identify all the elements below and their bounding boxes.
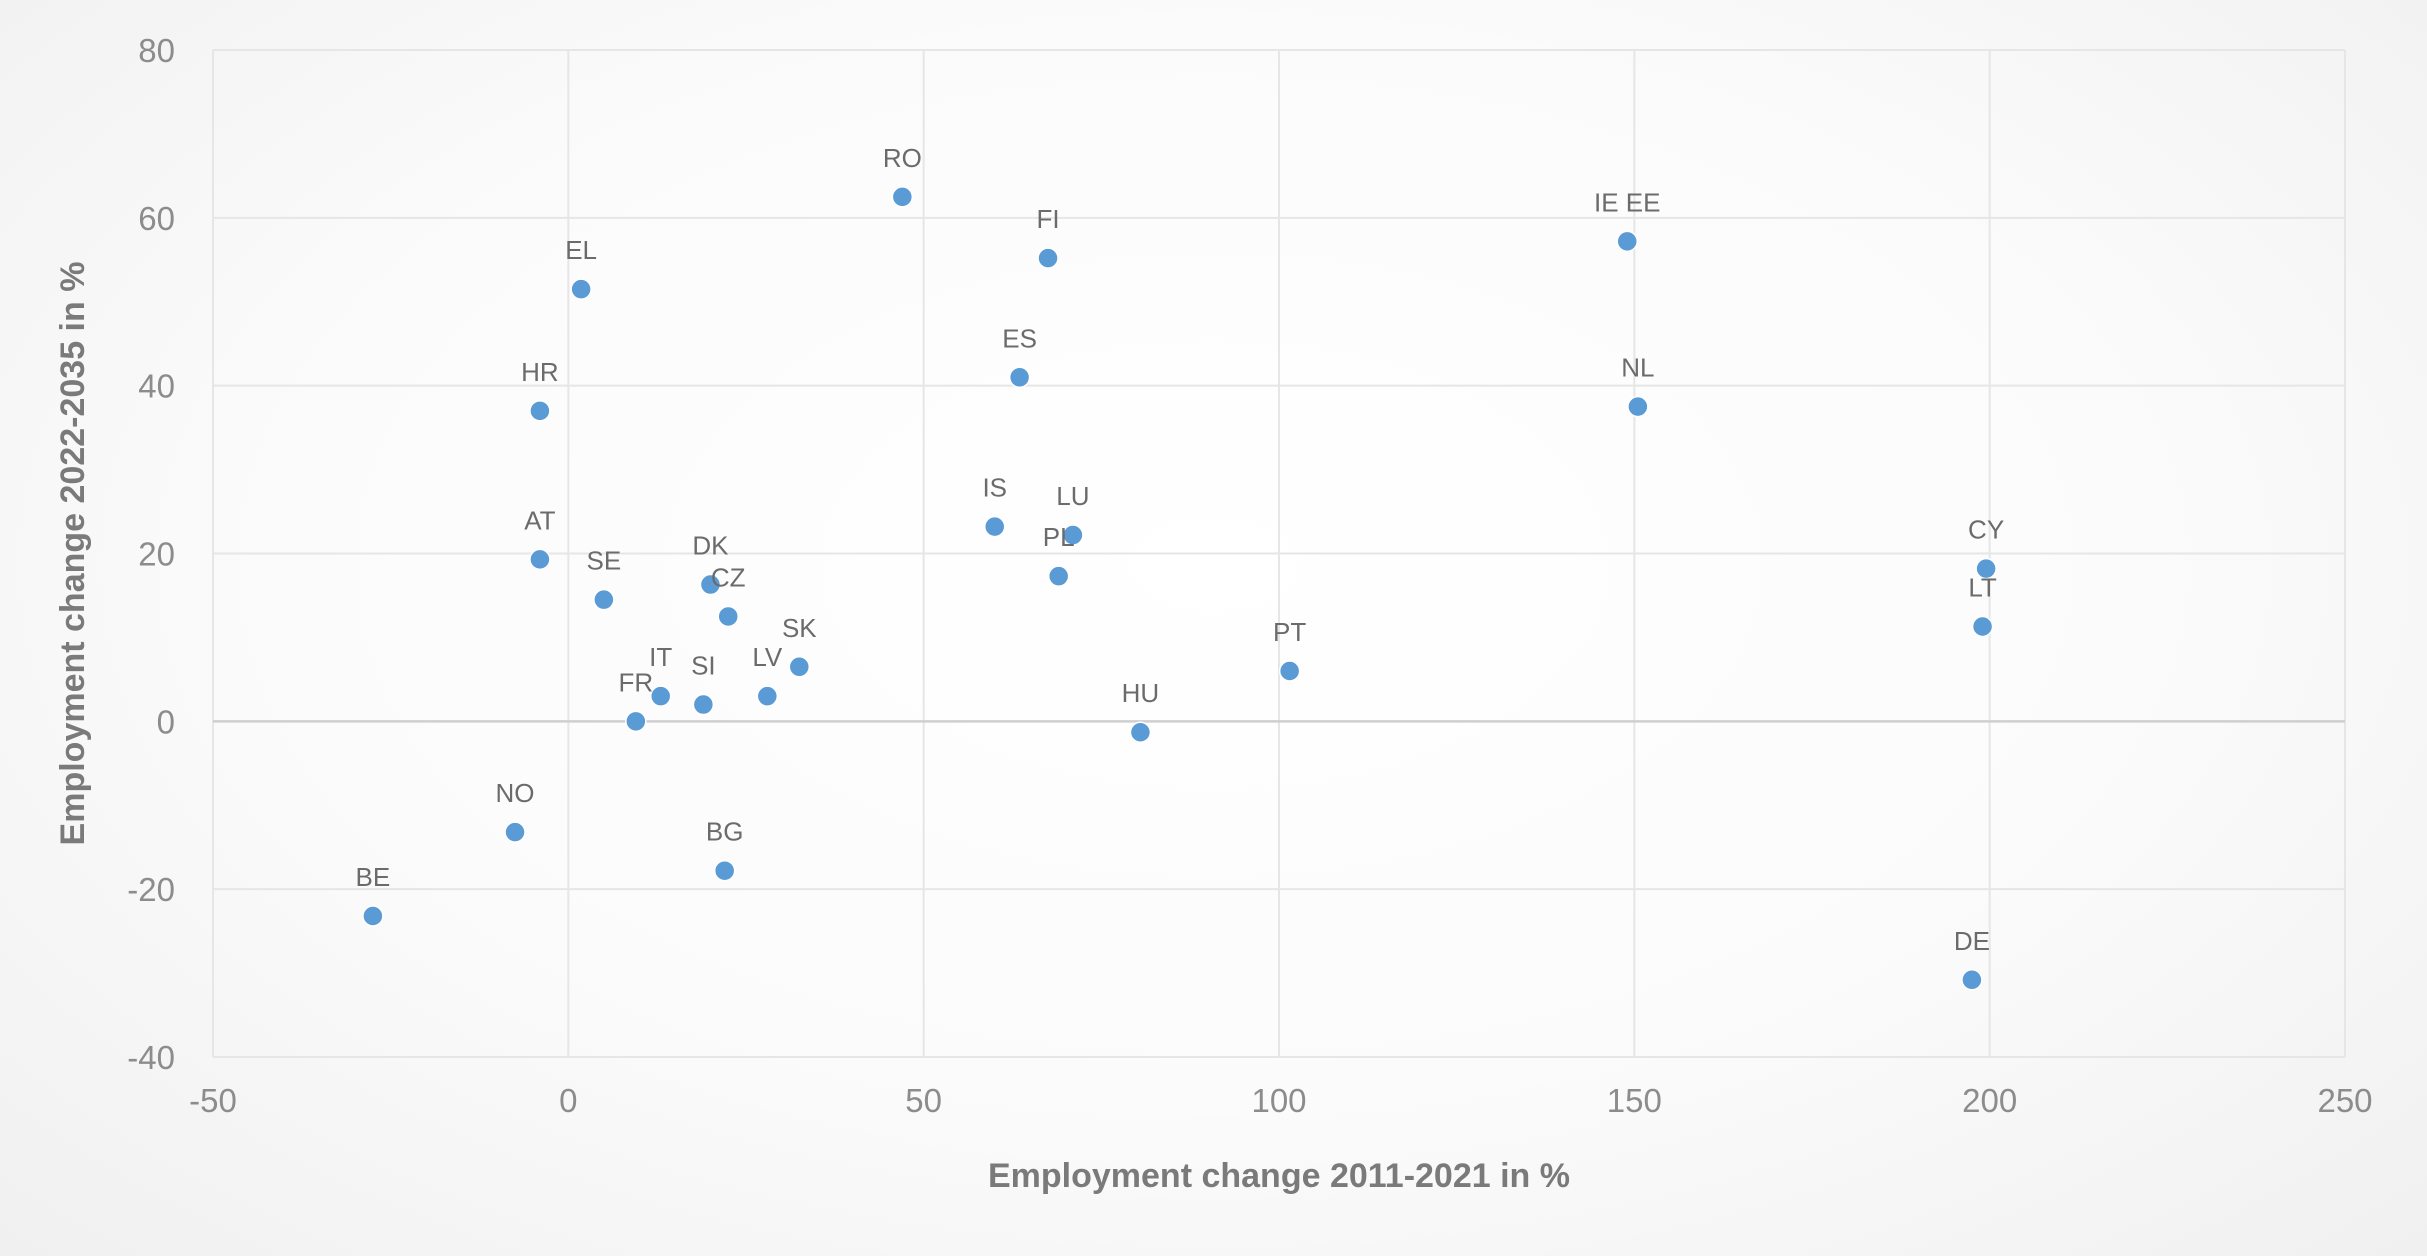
data-label: CY: [1968, 515, 2004, 545]
data-point: [649, 685, 672, 707]
y-tick-label: 60: [138, 200, 175, 237]
data-label: PT: [1273, 617, 1306, 647]
data-label: HR: [521, 357, 559, 387]
data-label: SE: [587, 546, 622, 576]
data-point: [713, 859, 736, 882]
data-point: [362, 905, 384, 927]
data-point: [1008, 366, 1031, 389]
data-label: FI: [1036, 204, 1059, 234]
y-tick-label: 80: [138, 32, 175, 69]
data-label: LV: [752, 642, 783, 672]
data-label: BG: [706, 817, 744, 847]
data-points: [362, 186, 1997, 991]
data-point: [788, 656, 811, 678]
x-tick-label: 200: [1962, 1082, 2017, 1119]
data-point: [1062, 524, 1084, 546]
data-point: [529, 400, 551, 422]
x-tick-label: -50: [189, 1082, 237, 1119]
data-point: [1975, 557, 1997, 580]
data-point: [891, 186, 914, 208]
data-point: [1971, 615, 1994, 638]
y-tick-label: 20: [138, 536, 175, 573]
data-label: IE EE: [1594, 187, 1660, 217]
y-tick-label: 40: [138, 368, 175, 405]
data-label: BE: [356, 862, 391, 892]
data-labels: RO FI EL IE EE ES HR NL IS LU AT CY PL DK SE CZ LT SK PT I…: [356, 143, 2005, 956]
data-label: DE: [1954, 926, 1990, 956]
data-label: PL: [1043, 522, 1075, 552]
data-label: LU: [1056, 481, 1089, 511]
data-point: [504, 821, 526, 843]
x-tick-label: 50: [905, 1082, 942, 1119]
data-label: SK: [782, 613, 817, 643]
data-point: [699, 573, 722, 596]
x-axis-title: Employment change 2011-2021 in %: [988, 1157, 1570, 1195]
y-tick-label: -40: [127, 1039, 175, 1076]
data-label: RO: [883, 143, 922, 173]
data-point: [1129, 721, 1152, 743]
data-point: [593, 588, 615, 611]
data-point: [983, 515, 1006, 538]
data-point: [1627, 395, 1649, 418]
gridlines: [212, 49, 2346, 1058]
x-tick-label: 100: [1251, 1082, 1306, 1119]
y-tick-label: 0: [157, 703, 175, 740]
y-tick-label: -20: [127, 871, 175, 908]
data-label: AT: [524, 505, 555, 535]
data-label: LT: [1968, 573, 1997, 603]
data-label: NL: [1621, 353, 1654, 383]
data-label: EL: [565, 235, 597, 265]
data-label: ES: [1002, 323, 1037, 353]
data-point: [570, 278, 592, 300]
data-label: NO: [496, 778, 535, 808]
axis-tick-labels: -50 0 50 100 150 200 250 -40 -20 0 20 40 60 80: [127, 32, 2372, 1119]
y-axis-title: Employment change 2022-2035 in %: [54, 262, 92, 846]
data-label: IS: [982, 473, 1007, 503]
data-point: [692, 693, 715, 716]
data-label: IT: [649, 642, 672, 672]
data-label: DK: [692, 531, 729, 561]
x-tick-label: 0: [559, 1082, 577, 1119]
data-point: [625, 710, 647, 733]
data-label: FR: [619, 667, 654, 697]
data-point: [1961, 969, 1983, 991]
x-tick-label: 150: [1607, 1082, 1662, 1119]
data-point: [1037, 247, 1059, 269]
data-point: [717, 605, 739, 628]
data-label: SI: [691, 651, 716, 681]
data-point: [1047, 565, 1070, 587]
data-point: [1278, 660, 1301, 682]
data-label: CZ: [711, 562, 746, 592]
data-label: HU: [1122, 678, 1160, 708]
data-point: [529, 548, 551, 571]
data-point: [756, 685, 779, 707]
data-point: [1616, 230, 1638, 253]
x-tick-label: 250: [2317, 1082, 2372, 1119]
